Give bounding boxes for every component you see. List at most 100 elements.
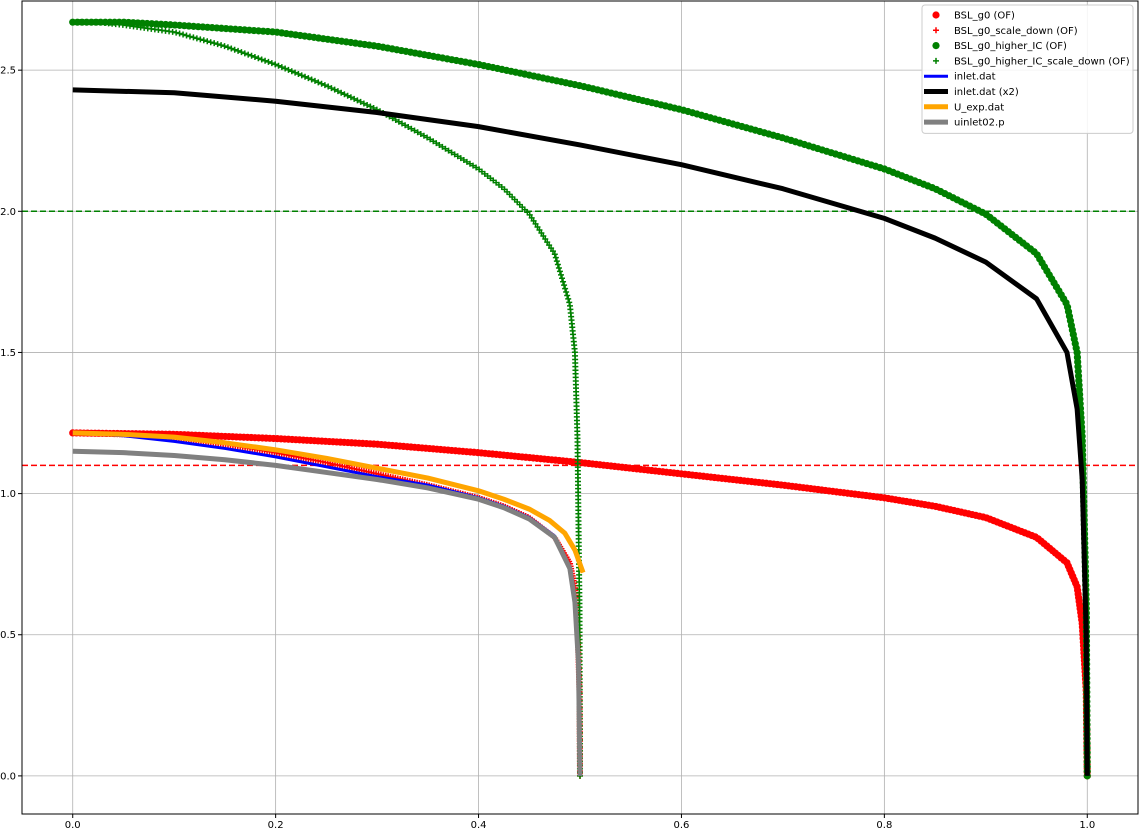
data-point (557, 271, 564, 278)
data-point (224, 44, 231, 51)
data-point (473, 164, 480, 171)
data-point (548, 245, 555, 252)
data-point (430, 138, 437, 145)
data-point (292, 69, 299, 76)
data-point (411, 127, 418, 134)
data-point (258, 56, 265, 63)
data-point (536, 226, 543, 233)
data-point (231, 46, 238, 53)
legend-item: inlet.dat (924, 72, 996, 83)
data-point (439, 143, 446, 150)
data-point (414, 129, 421, 136)
data-point (173, 29, 180, 36)
legend-item: BSL_g0_higher_IC (OF) (932, 41, 1067, 52)
legend-label: U_exp.dat (954, 102, 1004, 113)
legend-label: BSL_g0_higher_IC_scale_down (OF) (954, 56, 1130, 67)
y-tick-label: 1.0 (0, 489, 16, 500)
data-point (325, 83, 332, 90)
x-tick-label: 0.4 (471, 820, 487, 830)
legend-marker (932, 42, 940, 50)
data-point (560, 278, 567, 285)
y-tick-label: 0.5 (0, 630, 16, 641)
data-point (534, 223, 541, 230)
y-tick-label: 2.5 (0, 66, 16, 77)
data-point (460, 156, 467, 163)
data-point (550, 248, 557, 255)
data-point (197, 36, 204, 43)
legend-item: uinlet02.p (924, 118, 1005, 129)
data-point (532, 220, 539, 227)
data-point (566, 299, 573, 306)
data-point (530, 217, 537, 224)
legend-item: BSL_g0_scale_down (OF) (933, 26, 1078, 37)
data-point (308, 76, 315, 83)
legend: BSL_g0 (OF) BSL_g0_scale_down (OF) BSL_g0_… (921, 4, 1134, 134)
data-point (183, 32, 190, 39)
data-point (268, 60, 275, 67)
data-point (542, 236, 549, 243)
data-point (427, 136, 434, 143)
data-point (546, 242, 553, 249)
data-point (360, 100, 367, 107)
data-point (302, 73, 309, 80)
data-point (265, 58, 272, 65)
data-point (169, 28, 176, 35)
data-point (221, 43, 228, 50)
legend-label: BSL_g0 (OF) (954, 11, 1015, 22)
data-point (295, 71, 302, 78)
legend-item: inlet.dat (x2) (924, 87, 1019, 98)
data-point (251, 54, 258, 61)
data-point (204, 38, 211, 45)
series-line-inlet-dat-x2 (72, 87, 1090, 776)
data-point (457, 155, 464, 162)
data-point (424, 134, 431, 141)
data-point (470, 162, 477, 169)
legend-label: inlet.dat (x2) (954, 87, 1019, 98)
data-point (315, 79, 322, 86)
data-point (331, 86, 338, 93)
data-point (255, 55, 262, 62)
series-line-uinlet02-p (72, 448, 583, 776)
data-point (544, 239, 551, 246)
data-point (454, 153, 461, 160)
legend-marker (932, 11, 940, 19)
data-point (417, 131, 424, 138)
legend-marker (933, 27, 939, 34)
data-point (190, 34, 197, 41)
plot-frame (21, 0, 1139, 815)
data-point (367, 103, 374, 110)
data-point (282, 65, 289, 72)
data-point (298, 72, 305, 79)
data-point (285, 66, 292, 73)
series-line-u-exp-dat (72, 430, 586, 574)
data-point (565, 295, 572, 302)
data-point (448, 149, 455, 156)
data-point (351, 95, 358, 102)
data-point (463, 158, 470, 165)
data-point (555, 264, 562, 271)
data-point (405, 124, 412, 131)
data-point (218, 42, 225, 49)
data-point (321, 82, 328, 89)
data-point (551, 251, 558, 258)
data-point (235, 47, 242, 54)
data-point (275, 62, 282, 69)
x-tick-label: 1.0 (1079, 820, 1095, 830)
legend-item: BSL_g0_higher_IC_scale_down (OF) (933, 56, 1130, 67)
data-point (526, 211, 533, 218)
data-point (564, 292, 571, 299)
x-tick-label: 0.6 (674, 820, 690, 830)
data-point (538, 229, 545, 236)
data-point (341, 91, 348, 98)
data-point (241, 50, 248, 57)
legend-item: BSL_g0 (OF) (932, 11, 1015, 22)
data-point (364, 101, 371, 108)
y-tick-label: 1.5 (0, 348, 16, 359)
legend-item: U_exp.dat (924, 102, 1004, 113)
data-point (357, 98, 364, 105)
series-layer (69, 18, 1091, 780)
y-tick-label: 2.0 (0, 207, 16, 218)
y-tick-label: 0.0 (0, 771, 16, 782)
